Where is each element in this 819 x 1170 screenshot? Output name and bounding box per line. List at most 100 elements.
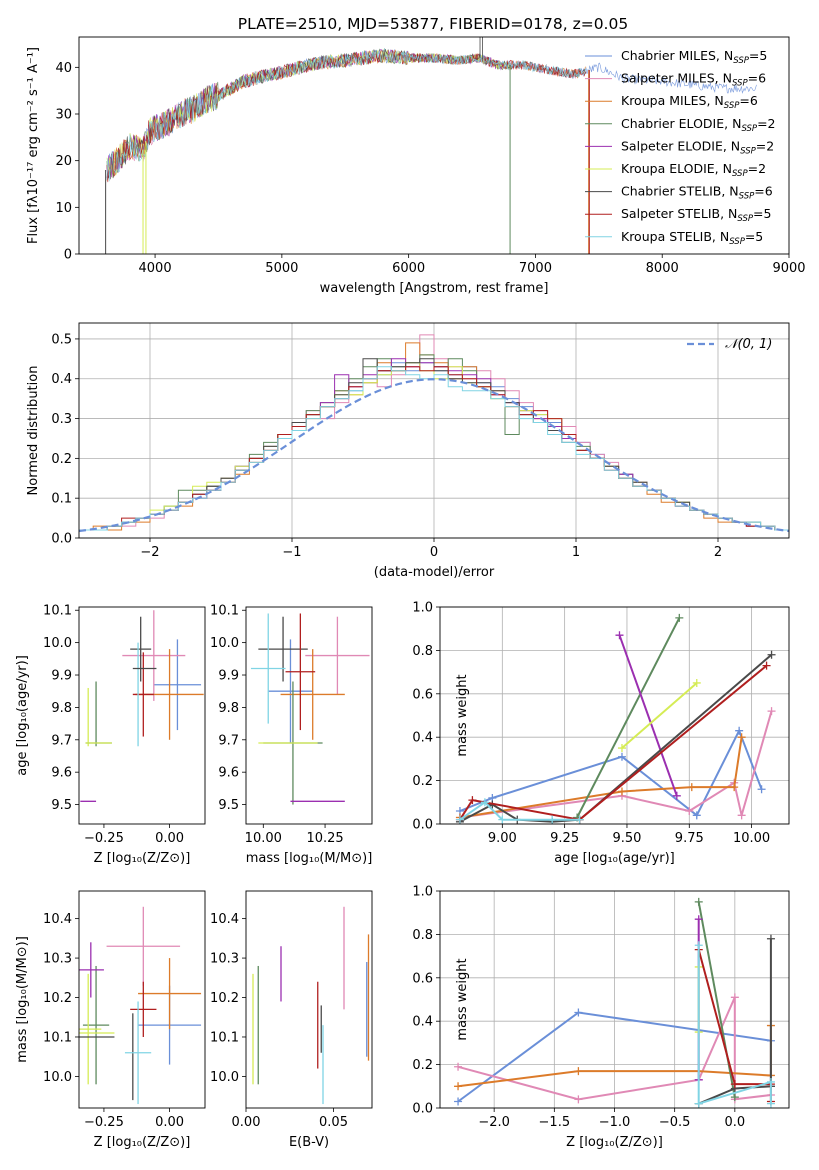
y-tick-label: 40: [55, 61, 72, 76]
x-tick-label: 0: [430, 545, 438, 560]
legend-label-sub: SSP: [732, 79, 748, 89]
y-tick-label: 0.0: [51, 532, 72, 547]
plus-marker: [694, 1099, 703, 1108]
plot-area: [455, 613, 776, 824]
y-tick-label: 10.1: [210, 1030, 239, 1045]
plus-marker: [480, 798, 489, 807]
y-axis-label: Flux [fλ10⁻¹⁷ erg cm⁻² s⁻¹ A⁻¹]: [26, 47, 41, 244]
plus-marker: [694, 915, 703, 924]
x-tick-label: −1.5: [539, 1115, 571, 1130]
mass-weight-line: [459, 664, 768, 821]
mass-weight-line: [618, 634, 678, 797]
x-tick-label: −2.0: [478, 1115, 510, 1130]
plus-marker: [694, 897, 703, 906]
plus-marker: [617, 787, 626, 796]
x-tick-label: 2: [714, 545, 722, 560]
x-tick-label: 9.00: [488, 831, 517, 846]
y-axis-label: mass weight: [455, 958, 470, 1040]
panel-massweight_vs_age: 9.00 9.25 9.50 9.75 10.00 0.0 0.2 0.4 0.6 0.8 1.0 a…: [412, 601, 790, 866]
y-tick-label: 10.2: [43, 991, 72, 1006]
figure-title: PLATE=2510, MJD=53877, FIBERID=0178, z=0…: [238, 15, 628, 33]
y-tick-label: 0.0: [412, 1102, 433, 1117]
legend-label-tail: =6: [754, 184, 772, 199]
y-tick-label: 0.8: [412, 644, 433, 659]
y-tick-label: 0.4: [51, 372, 72, 387]
plus-marker: [454, 1062, 463, 1071]
x-tick-label: 0.0: [725, 1115, 746, 1130]
y-tick-label: 0: [64, 248, 72, 263]
x-tick-label: 0.05: [319, 1115, 348, 1130]
y-tick-label: 10.3: [43, 952, 72, 967]
x-tick-label: 8000: [646, 261, 679, 276]
legend-label-main: Chabrier MILES, N: [621, 48, 733, 63]
plot-area: [250, 613, 370, 805]
y-tick-label: 0.2: [412, 774, 433, 789]
spectrum-line: [106, 49, 587, 180]
legend-label-tail: =6: [748, 71, 766, 86]
legend-label-tail: =5: [745, 229, 763, 244]
plot-area: [79, 906, 202, 1105]
plus-marker: [548, 815, 557, 824]
plus-marker: [617, 752, 626, 761]
x-tick-label: 10.25: [306, 831, 343, 846]
y-tick-label: 0.1: [51, 492, 72, 507]
y-tick-label: 10.3: [210, 952, 239, 967]
x-tick-label: 6000: [392, 261, 425, 276]
plus-marker: [575, 815, 584, 824]
panel-residuals: −2 −1 0 1 2 0.0 0.1 0.2 0.3 0.4 0.5 (data-model)/er…: [26, 322, 790, 580]
legend-label-sub: SSP: [740, 146, 756, 156]
legend-label-main: Chabrier STELIB, N: [621, 184, 739, 199]
x-axis-label: Z [log₁₀(Z/Z⊙)]: [566, 1135, 663, 1150]
x-tick-label: 0.00: [232, 1115, 261, 1130]
plus-marker: [454, 1097, 463, 1106]
x-tick-label: −1.0: [599, 1115, 631, 1130]
panel-massweight_vs_Z: −2.0 −1.5 −1.0 −0.5 0.0 0.0 0.2 0.4 0.6 0.8 1.0 Z […: [412, 885, 790, 1150]
axes-frame: [78, 606, 206, 825]
plus-marker: [730, 1080, 739, 1089]
x-tick-label: 5000: [265, 261, 298, 276]
plus-marker: [730, 993, 739, 1002]
plot-area: [454, 897, 775, 1108]
legend-entry: Chabrier STELIB, NSSP=6: [621, 184, 773, 202]
legend-label-tail: =5: [753, 206, 771, 221]
legend-label-sub: SSP: [737, 214, 753, 224]
panel-age_vs_Z: −0.25 0.00 9.5 9.6 9.7 9.8 9.9 10.0 10.1 Z [log₁₀…: [15, 604, 206, 866]
y-axis-label: mass weight: [455, 674, 470, 756]
y-tick-label: 10.1: [43, 1030, 72, 1045]
x-tick-label: −2: [140, 545, 159, 560]
legend-label-sub: SSP: [729, 237, 745, 247]
legend-label-main: Salpeter ELODIE, N: [621, 138, 740, 153]
plus-marker: [762, 661, 771, 670]
plus-marker: [498, 815, 507, 824]
legend-entry: Salpeter ELODIE, NSSP=2: [621, 138, 774, 156]
mass-weight-line: [459, 728, 763, 817]
plus-marker: [694, 941, 703, 950]
plus-marker: [615, 631, 624, 640]
y-tick-label: 10.0: [43, 636, 72, 651]
axes-frame: [245, 606, 373, 825]
plus-marker: [692, 811, 701, 820]
plus-marker: [767, 650, 776, 659]
y-tick-label: 30: [55, 108, 72, 123]
x-axis-label: age [log₁₀(age/yr)]: [554, 851, 675, 866]
legend-entry: Kroupa MILES, NSSP=6: [621, 93, 758, 111]
y-tick-label: 9.6: [51, 766, 72, 781]
y-axis-label: age [log₁₀(age/yr)]: [15, 655, 30, 776]
panel-mass_vs_ebv: 0.00 0.05 10.0 10.1 10.2 10.3 10.4 E(B-V): [210, 890, 373, 1150]
plus-marker: [737, 733, 746, 742]
x-tick-label: 0.00: [155, 831, 184, 846]
y-tick-label: 10: [55, 201, 72, 216]
plus-marker: [574, 1067, 583, 1076]
axes-frame: [78, 322, 790, 539]
y-axis-label: Normed distribution: [26, 366, 41, 496]
axes-frame: [439, 890, 790, 1109]
plus-marker: [675, 613, 684, 622]
x-tick-label: 9.50: [612, 831, 641, 846]
y-tick-label: 9.7: [51, 733, 72, 748]
y-tick-label: 9.8: [51, 701, 72, 716]
plot-area: [252, 906, 370, 1105]
y-tick-label: 10.0: [210, 1070, 239, 1085]
y-tick-label: 10.1: [43, 604, 72, 619]
plus-marker: [766, 1077, 775, 1086]
